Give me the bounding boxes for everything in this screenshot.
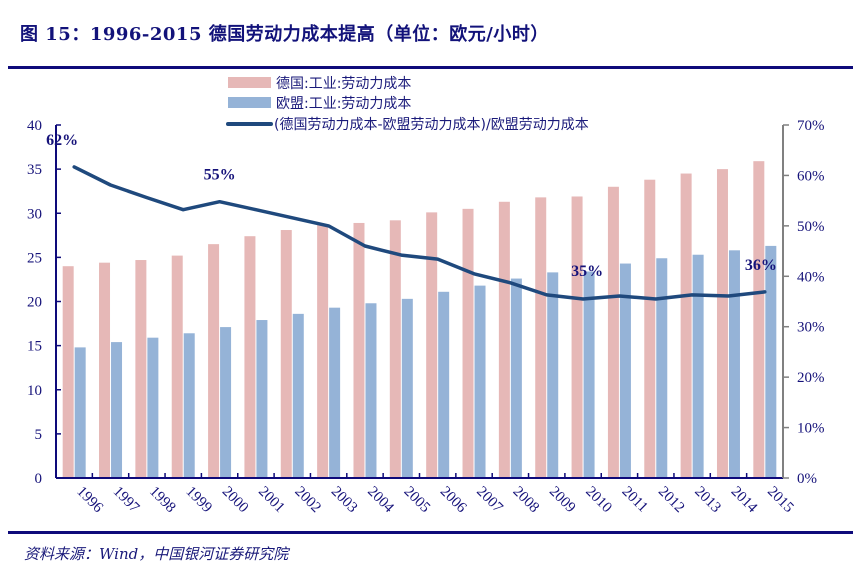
bottom-divider	[8, 531, 853, 534]
chart-title: 图 15：1996-2015 德国劳动力成本提高（单位：欧元/小时）	[20, 24, 549, 45]
bar-eu-1999	[183, 333, 195, 478]
legend-label-eu: 欧盟:工业:劳动力成本	[276, 96, 411, 112]
y-left-tick-label: 20	[27, 295, 42, 311]
legend-swatch-eu	[228, 97, 271, 108]
legend-label-ratio: (德国劳动力成本-欧盟劳动力成本)/欧盟劳动力成本	[274, 117, 589, 133]
bar-germany-2010	[571, 196, 583, 479]
bar-eu-1997	[111, 342, 123, 478]
ratio-line	[72, 165, 767, 301]
bar-germany-2006	[426, 212, 438, 478]
data-label-2000: 55%	[204, 167, 236, 184]
bar-eu-2002	[292, 313, 304, 478]
bar-germany-2002	[280, 230, 292, 478]
bar-eu-2011	[619, 263, 631, 478]
data-label-2010: 35%	[571, 263, 603, 280]
x-tick-label: 1998	[146, 484, 179, 517]
legend: 德国:工业:劳动力成本 欧盟:工业:劳动力成本 (德国劳动力成本-欧盟劳动力成本…	[226, 76, 589, 133]
y-left-tick-label: 35	[27, 162, 42, 178]
bar-germany-2014	[716, 169, 728, 478]
bar-germany-1998	[135, 260, 147, 478]
x-tick-label: 2015	[764, 484, 797, 517]
bar-germany-2001	[244, 236, 256, 478]
bar-eu-2012	[656, 258, 668, 478]
bar-eu-2006	[438, 291, 450, 478]
bar-germany-2005	[389, 220, 401, 478]
y-left-tick-label: 10	[27, 383, 42, 399]
x-tick-label: 1999	[182, 484, 215, 517]
bar-germany-2015	[753, 161, 765, 478]
y-left-tick-label: 30	[27, 206, 42, 222]
bar-germany-1999	[171, 255, 183, 478]
bar-germany-2003	[317, 224, 329, 478]
bar-germany-1996	[62, 266, 74, 478]
bar-germany-1997	[99, 262, 111, 478]
y-right-tick-label: 10%	[797, 421, 825, 437]
x-tick-label: 2009	[546, 484, 579, 517]
y-right-tick-label: 40%	[797, 269, 825, 285]
bar-eu-2007	[474, 285, 486, 478]
x-tick-label: 2014	[728, 484, 761, 517]
bar-eu-2009	[547, 272, 559, 478]
bar-eu-2008	[510, 278, 522, 478]
data-label-2015: 36%	[745, 257, 777, 274]
y-left-tick-label: 5	[35, 427, 43, 443]
bar-eu-1996	[74, 347, 86, 478]
data-label-1996: 62%	[46, 132, 78, 149]
x-tick-label: 1997	[110, 484, 143, 517]
bar-germany-2013	[680, 173, 692, 478]
x-tick-label: 2004	[364, 484, 397, 517]
bar-eu-2005	[401, 298, 413, 478]
x-tick-label: 2008	[510, 484, 543, 517]
bar-germany-2011	[607, 186, 619, 478]
x-tick-label: 1996	[73, 484, 106, 517]
bar-germany-2012	[644, 179, 656, 478]
y-right-tick-label: 0%	[797, 471, 817, 487]
x-tick-label: 2010	[582, 484, 615, 517]
top-divider	[8, 66, 853, 69]
x-tick-label: 2013	[691, 484, 724, 517]
y-left-tick-label: 40	[27, 118, 42, 134]
y-right-tick-label: 70%	[797, 118, 825, 134]
chart-area: 德国:工业:劳动力成本 欧盟:工业:劳动力成本 (德国劳动力成本-欧盟劳动力成本…	[27, 76, 825, 517]
bar-eu-2013	[692, 254, 704, 478]
bar-germany-2004	[353, 222, 365, 478]
x-tick-label: 2006	[437, 484, 470, 517]
y-left-tick-label: 0	[35, 471, 43, 487]
source-note: 资料来源：Wind，中国银河证券研究院	[24, 545, 289, 563]
bar-germany-2000	[208, 244, 220, 478]
x-tick-label: 2005	[400, 484, 433, 517]
legend-swatch-germany	[228, 77, 271, 88]
x-tick-label: 2003	[328, 484, 361, 517]
bar-eu-2001	[256, 320, 268, 478]
x-tick-label: 2012	[655, 484, 688, 517]
bar-eu-2000	[220, 327, 232, 478]
bar-germany-2008	[498, 201, 510, 478]
bar-eu-2015	[765, 245, 777, 478]
x-tick-label: 2007	[473, 484, 506, 517]
bar-eu-1998	[147, 337, 159, 478]
bar-eu-2014	[728, 250, 740, 478]
x-tick-label: 2011	[619, 484, 651, 516]
bar-eu-2010	[583, 271, 595, 478]
x-tick-label: 2002	[291, 484, 324, 517]
bar-germany-2007	[462, 208, 474, 478]
y-right-tick-label: 50%	[797, 219, 825, 235]
x-tick-label: 2001	[255, 484, 288, 517]
legend-label-germany: 德国:工业:劳动力成本	[276, 76, 411, 92]
bar-eu-2004	[365, 303, 377, 478]
y-left-tick-label: 15	[27, 339, 42, 355]
y-right-tick-label: 30%	[797, 320, 825, 336]
bar-germany-2009	[535, 197, 547, 479]
y-right-tick-label: 60%	[797, 168, 825, 184]
bar-eu-2003	[329, 307, 341, 478]
y-right-tick-label: 20%	[797, 370, 825, 386]
y-left-tick-label: 25	[27, 250, 42, 266]
x-tick-label: 2000	[219, 484, 252, 517]
